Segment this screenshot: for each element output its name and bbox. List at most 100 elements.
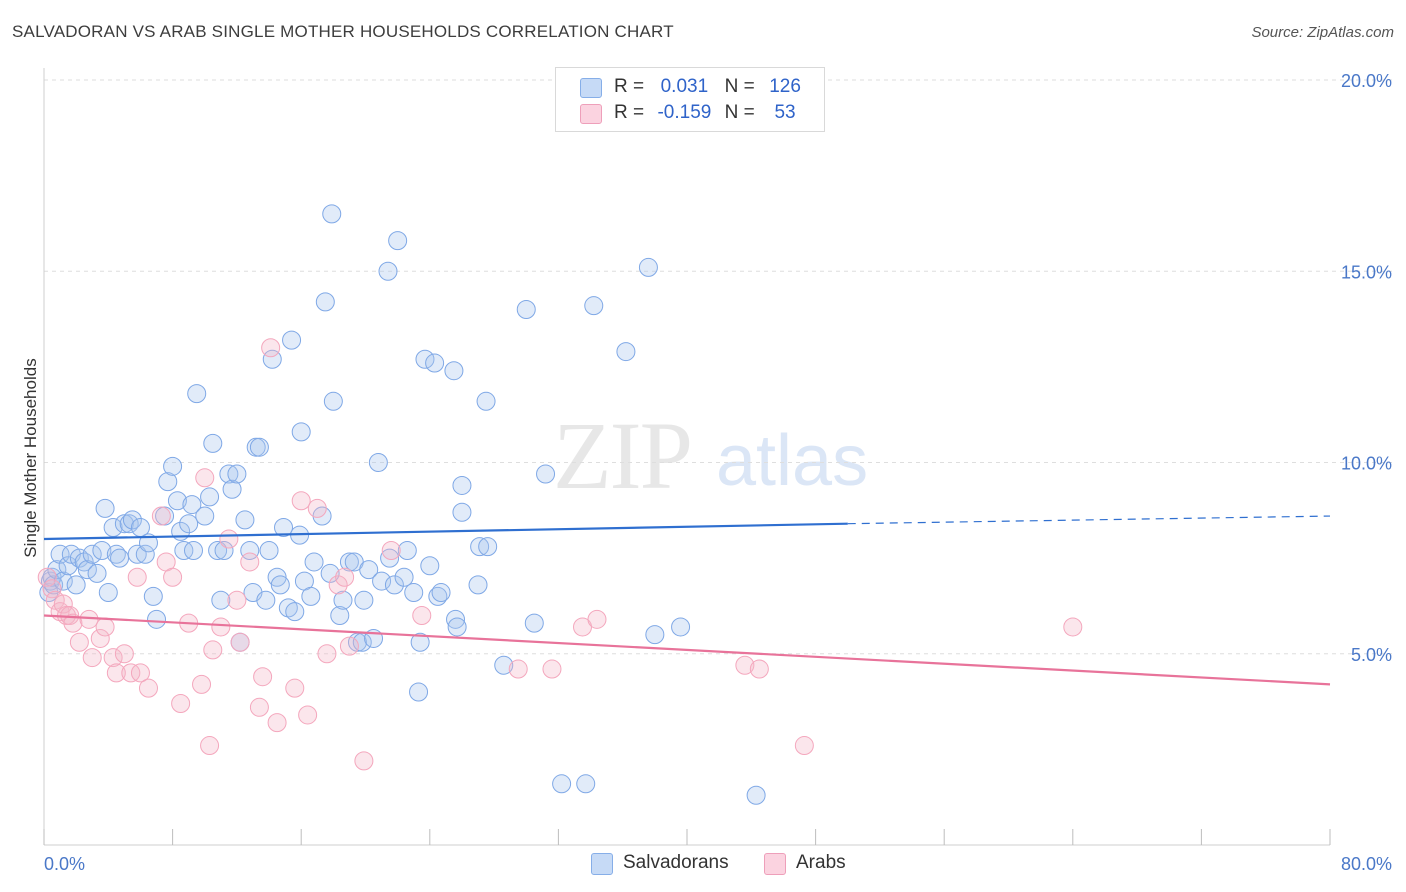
salvadoran-point: [110, 548, 130, 568]
bottom-legend-swatch-arabs: [764, 853, 786, 875]
trend-lines: [43, 515, 1331, 686]
salvadoran-point: [214, 540, 234, 560]
salvadoran-point: [163, 456, 183, 476]
arab-point: [106, 663, 126, 683]
salvadoran-point: [47, 560, 67, 580]
arab-point: [90, 628, 110, 648]
salvadoran-point: [470, 537, 490, 557]
y-tick-label: 15.0%: [1341, 262, 1392, 282]
salvadoran-point: [58, 556, 78, 576]
arab-point: [354, 751, 374, 771]
arab-point: [412, 606, 432, 625]
salvadoran-point: [106, 544, 126, 564]
arab-point: [163, 567, 183, 587]
salvadoran-point: [282, 330, 302, 350]
y-tick-label: 10.0%: [1341, 454, 1392, 474]
salvadoran-point: [368, 453, 388, 472]
salvadoran-point: [409, 682, 429, 702]
x-tick-label: 80.0%: [1341, 854, 1392, 874]
arab-point: [749, 659, 769, 679]
salvadoran-point: [127, 544, 147, 564]
legend-swatch-salvadorans: [580, 78, 602, 98]
arab-point: [127, 567, 147, 587]
legend-swatch-arabs: [580, 104, 602, 124]
arab-point: [69, 632, 89, 652]
arab-point: [508, 659, 528, 679]
salvadoran-point: [158, 472, 178, 492]
bottom-legend-swatch-salvadorans: [591, 853, 613, 875]
salvadoran-point: [671, 617, 691, 637]
salvadoran-point: [320, 563, 340, 583]
salvadoran-point: [410, 632, 430, 652]
salvadoran-point: [92, 540, 112, 560]
arab-point: [249, 697, 269, 717]
salvadoran-point: [476, 391, 496, 411]
arab-point: [230, 632, 250, 652]
salvadoran-point: [77, 560, 97, 580]
arab-point: [95, 617, 115, 637]
salvadoran-point: [147, 609, 167, 629]
arab-point: [63, 613, 83, 633]
salvadoran-point: [746, 785, 766, 805]
salvadoran-point: [285, 602, 305, 622]
salvadoran-point: [420, 556, 440, 576]
salvadoran-point: [174, 540, 194, 560]
salvadoran-point: [267, 567, 287, 587]
salvadoran-point: [645, 625, 665, 645]
legend-n-value: 53: [774, 102, 796, 123]
salvadoran-point: [444, 361, 464, 381]
salvadoran-point: [256, 590, 276, 610]
arab-point: [298, 705, 318, 725]
salvadoran-point: [333, 590, 353, 610]
salvadoran-point: [404, 583, 424, 603]
arab-point: [82, 648, 102, 668]
salvadoran-point: [452, 475, 472, 495]
arab-point: [794, 736, 814, 756]
salvadoran-point: [315, 292, 335, 312]
salvadoran-point: [468, 575, 488, 595]
salvadoran-point: [524, 613, 544, 633]
arab-point: [381, 540, 401, 560]
bottom-legend-label-arabs: Arabs: [796, 852, 846, 873]
salvadoran-point: [304, 552, 324, 572]
salvadoran-point: [143, 586, 163, 606]
arab-point: [114, 644, 134, 664]
arab-point: [1063, 617, 1083, 637]
salvadoran-point: [135, 544, 155, 564]
salvadoran-point: [301, 586, 321, 606]
salvadoran-point: [584, 296, 604, 316]
salvadoran-point: [53, 571, 73, 591]
arab-point: [328, 575, 348, 595]
arab-point: [138, 678, 158, 698]
salvadoran-point: [259, 540, 279, 560]
arab-point: [195, 468, 215, 488]
salvadoran-point: [384, 575, 404, 595]
salvadoran-point: [552, 774, 572, 794]
salvadorans-trend-extension: [847, 515, 1331, 525]
salvadoran-point: [452, 502, 472, 522]
legend-n-label: N =: [724, 76, 755, 97]
watermark-zip: ZIP: [553, 402, 693, 509]
arabs-trend-line: [43, 614, 1331, 686]
arab-point: [171, 693, 191, 713]
salvadoran-point: [138, 533, 158, 553]
salvadoran-point: [50, 544, 70, 564]
salvadoran-point: [380, 548, 400, 568]
salvadoran-point: [354, 590, 374, 610]
salvadoran-point: [576, 774, 596, 794]
legend-r-value: 0.031: [660, 76, 709, 97]
salvadoran-point: [478, 537, 498, 557]
salvadoran-point: [291, 422, 311, 442]
salvadoran-point: [447, 617, 467, 637]
y-tick-label: 5.0%: [1351, 645, 1392, 665]
salvadoran-point: [87, 563, 107, 583]
bottom-legend-label-salvadorans: Salvadorans: [623, 852, 729, 873]
legend-r-label: R =: [614, 102, 645, 123]
arab-point: [211, 617, 231, 637]
arab-point: [291, 491, 311, 511]
salvadoran-point: [103, 518, 123, 538]
salvadoran-point: [446, 609, 466, 629]
salvadoran-point: [388, 231, 408, 251]
tick-labels: 5.0% 10.0% 15.0% 20.0% 0.0% 80.0%: [44, 71, 1392, 874]
